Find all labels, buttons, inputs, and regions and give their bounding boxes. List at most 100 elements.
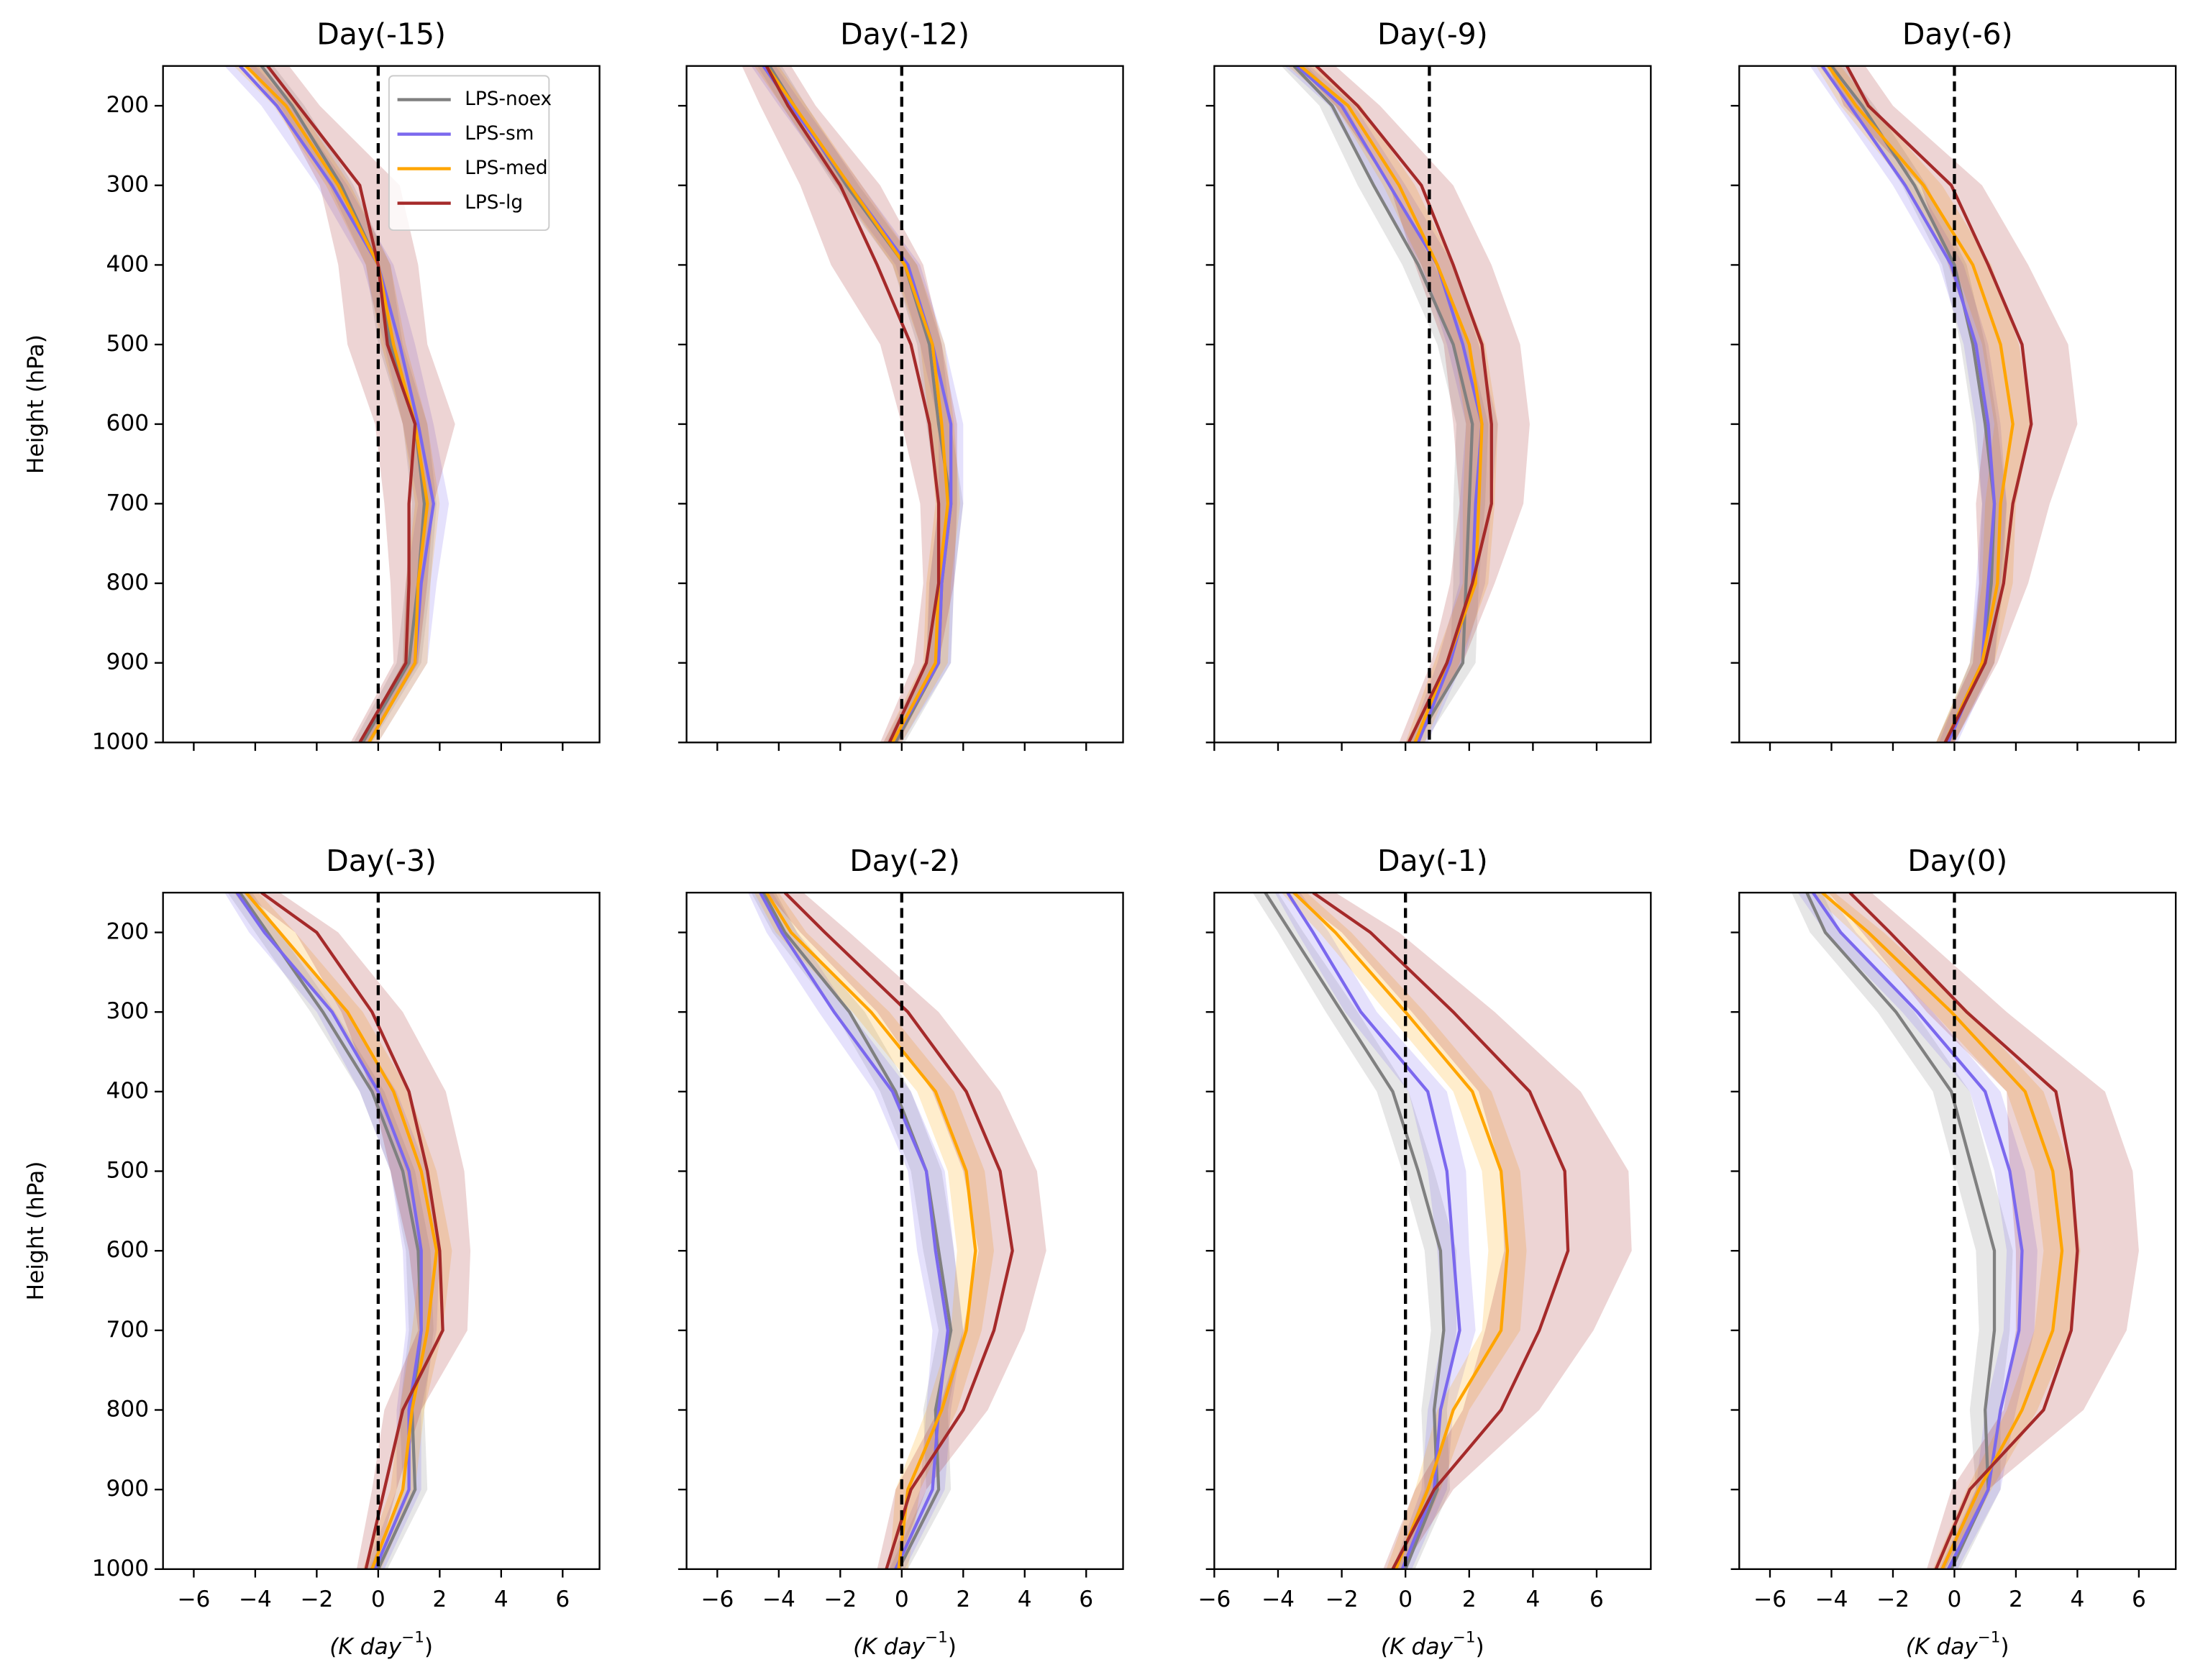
x-tick-label: 6 xyxy=(555,1587,570,1612)
x-tick-label: −4 xyxy=(762,1587,795,1612)
x-axis-label-sup: −1 xyxy=(1978,1628,2001,1646)
x-tick-label: −4 xyxy=(1261,1587,1295,1612)
line xyxy=(1315,65,1493,743)
x-tick-label: −6 xyxy=(1197,1587,1231,1612)
line xyxy=(1292,892,1510,1569)
line xyxy=(266,65,417,743)
x-tick-label: −2 xyxy=(1326,1587,1359,1612)
axes-frame xyxy=(1213,65,1652,744)
x-tick-label: −2 xyxy=(1876,1587,1910,1612)
band xyxy=(1810,65,2007,743)
x-tick-label: 4 xyxy=(494,1587,508,1612)
y-tick-label: 200 xyxy=(106,92,150,118)
y-tick-label: 600 xyxy=(106,1237,150,1263)
x-axis-label-text: (K day xyxy=(329,1634,402,1660)
panel-title: Day(-12) xyxy=(840,17,969,52)
panel-title: Day(-2) xyxy=(849,844,960,878)
y-tick-label: 500 xyxy=(106,331,150,357)
x-axis-label: (K day−1) xyxy=(1906,1628,2009,1660)
band xyxy=(246,65,455,743)
x-tick-label: 2 xyxy=(1462,1587,1477,1612)
x-tick-label: −6 xyxy=(1753,1587,1787,1612)
x-tick-label: 2 xyxy=(2009,1587,2023,1612)
x-axis-label-sup: −1 xyxy=(401,1628,424,1646)
band xyxy=(742,65,957,743)
axes-frame xyxy=(685,65,1124,744)
line xyxy=(1312,892,1570,1569)
band xyxy=(1281,65,1489,743)
line xyxy=(1848,892,2079,1569)
x-tick-label: 0 xyxy=(895,1587,909,1612)
band xyxy=(748,892,964,1569)
panel-title: Day(-9) xyxy=(1377,17,1488,52)
line xyxy=(1805,892,1997,1569)
x-axis-label: (K day−1) xyxy=(1381,1628,1484,1660)
axes-frame xyxy=(685,892,1124,1570)
x-tick-label: −4 xyxy=(239,1587,272,1612)
band xyxy=(1810,892,2081,1569)
y-tick-label: 200 xyxy=(106,919,150,945)
x-axis-label-end: ) xyxy=(1476,1634,1484,1660)
y-tick-label: 700 xyxy=(106,490,150,516)
legend-box xyxy=(388,75,550,232)
band xyxy=(1797,892,2038,1569)
x-axis-label: (K day−1) xyxy=(853,1628,957,1660)
panel-title: Day(-1) xyxy=(1377,844,1488,878)
plot-area xyxy=(1791,892,2139,1569)
x-tick-label: 6 xyxy=(2132,1587,2146,1612)
x-axis-label-sup: −1 xyxy=(1453,1628,1476,1646)
x-axis-label-text: (K day xyxy=(1381,1634,1454,1660)
y-tick-label: 800 xyxy=(106,570,150,595)
plot-area xyxy=(1252,892,1632,1569)
legend-label: LPS-noex xyxy=(465,88,552,110)
x-tick-label: 2 xyxy=(956,1587,970,1612)
line xyxy=(1821,892,2064,1569)
axes-frame xyxy=(162,65,601,744)
line xyxy=(1286,892,1461,1569)
y-tick-label: 1000 xyxy=(92,1556,149,1581)
x-axis-label-text: (K day xyxy=(1906,1634,1979,1660)
axes-frame xyxy=(1213,892,1652,1570)
x-tick-label: 0 xyxy=(371,1587,385,1612)
panel-title: Day(-15) xyxy=(316,17,446,52)
y-tick-label: 900 xyxy=(106,649,150,675)
plot-area xyxy=(224,892,471,1569)
line xyxy=(238,892,423,1569)
line xyxy=(1827,65,2015,743)
x-tick-label: 4 xyxy=(2070,1587,2084,1612)
legend-label: LPS-med xyxy=(465,158,547,179)
line xyxy=(1292,65,1474,743)
plot-area xyxy=(1810,65,2078,743)
y-tick-label: 500 xyxy=(106,1158,150,1184)
x-tick-label: 4 xyxy=(1525,1587,1540,1612)
band xyxy=(227,892,434,1569)
axes-frame xyxy=(1738,892,2177,1570)
plot-area xyxy=(742,65,964,743)
band xyxy=(1252,892,1457,1569)
line xyxy=(245,65,429,743)
y-tick-label: 400 xyxy=(106,251,150,277)
legend-label: LPS-lg xyxy=(465,192,523,214)
band xyxy=(766,892,1046,1569)
x-axis-label-text: (K day xyxy=(853,1634,926,1660)
band xyxy=(1297,65,1530,743)
y-tick-label: 800 xyxy=(106,1396,150,1422)
line xyxy=(783,892,1014,1569)
x-tick-label: −2 xyxy=(823,1587,857,1612)
x-tick-label: 6 xyxy=(1079,1587,1093,1612)
x-axis-label-sup: −1 xyxy=(925,1628,948,1646)
line xyxy=(765,65,941,743)
line xyxy=(1264,892,1446,1569)
plot-area xyxy=(748,892,1046,1569)
panel-title: Day(0) xyxy=(1907,844,2007,878)
line xyxy=(765,65,950,743)
x-tick-label: −6 xyxy=(177,1587,210,1612)
x-axis-label-end: ) xyxy=(948,1634,957,1660)
x-tick-label: −4 xyxy=(1815,1587,1848,1612)
y-tick-label: 300 xyxy=(106,172,150,198)
y-tick-label: 400 xyxy=(106,1078,150,1104)
band xyxy=(1287,65,1498,743)
y-axis-label: Height (hPa) xyxy=(23,334,49,474)
y-axis-label: Height (hPa) xyxy=(23,1161,49,1301)
line xyxy=(260,892,444,1569)
